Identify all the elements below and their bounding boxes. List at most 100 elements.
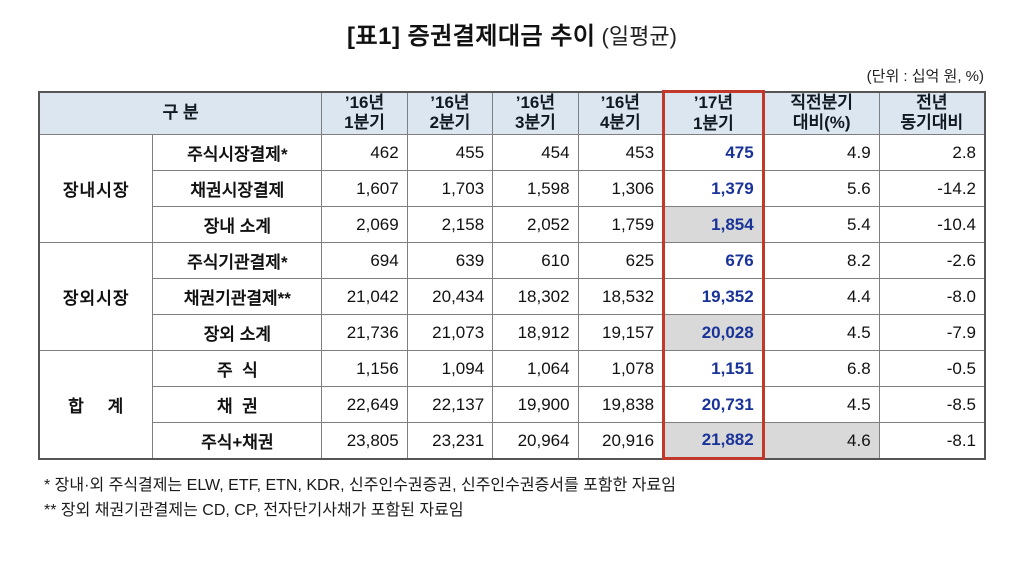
cell-value: 19,900 — [492, 386, 579, 424]
cell-value: 625 — [577, 242, 665, 280]
cell-current-value: 475 — [662, 134, 765, 172]
cell-value: 23,231 — [406, 422, 494, 460]
cell-current-value: 20,731 — [662, 386, 765, 424]
cell-value: 18,302 — [492, 278, 579, 316]
header-q3-16: ’16년 3분기 — [492, 90, 579, 136]
row-label: 채 권 — [152, 386, 323, 424]
table-row: 채 권 22,649 22,137 19,900 19,838 20,731 4… — [39, 386, 986, 424]
cell-current-value: 1,854 — [662, 206, 765, 244]
header-q1-17: ’17년 1분기 — [662, 89, 765, 136]
cell-value: 20,916 — [577, 422, 665, 460]
cell-value: 19,838 — [577, 386, 665, 424]
group-label-otc: 장외시장 — [38, 242, 154, 352]
cell-value: 18,912 — [492, 314, 579, 352]
table-row: 채권기관결제** 21,042 20,434 18,302 18,532 19,… — [39, 278, 986, 316]
cell-value: 21,736 — [321, 314, 408, 352]
row-label: 주식기관결제* — [152, 242, 323, 280]
table-row: 장내시장 주식시장결제* 462 455 454 453 475 4.9 2.8 — [38, 134, 986, 244]
cell-value: 2,158 — [406, 206, 494, 244]
cell-value: 1,094 — [406, 350, 494, 388]
cell-value: 19,157 — [577, 314, 665, 352]
table-row-grand-total: 주식+채권 23,805 23,231 20,964 20,916 21,882… — [39, 422, 986, 461]
cell-value: 694 — [321, 242, 408, 280]
cell-value: 1,598 — [492, 170, 579, 208]
group-label-onexchange: 장내시장 — [38, 134, 154, 244]
cell-value: 462 — [321, 134, 408, 172]
cell-value: 20,434 — [406, 278, 494, 316]
row-label: 채권기관결제** — [152, 278, 323, 316]
table-row: 장외시장 주식기관결제* 694 639 610 625 676 8.2 -2.… — [38, 242, 986, 352]
cell-qoq: 5.6 — [762, 170, 880, 208]
cell-value: 1,306 — [577, 170, 665, 208]
cell-qoq: 5.4 — [762, 206, 880, 244]
cell-value: 454 — [492, 134, 579, 172]
cell-qoq: 4.6 — [762, 422, 880, 460]
cell-yoy: -8.1 — [878, 422, 986, 460]
cell-value: 1,759 — [577, 206, 665, 244]
cell-value: 1,607 — [321, 170, 408, 208]
header-q2-16: ’16년 2분기 — [406, 90, 494, 136]
header-yoy: 전년 동기대비 — [878, 90, 986, 136]
cell-qoq: 4.5 — [762, 386, 880, 424]
cell-qoq: 4.9 — [762, 134, 880, 172]
table-row-subtotal: 장내 소계 2,069 2,158 2,052 1,759 1,854 5.4 … — [39, 206, 986, 244]
header-q1-16: ’16년 1분기 — [321, 90, 408, 136]
cell-yoy: -10.4 — [878, 206, 986, 244]
header-row: 구 분 ’16년 1분기 ’16년 2분기 ’16년 3분기 ’16년 4분기 … — [38, 89, 986, 136]
cell-yoy: -2.6 — [878, 242, 986, 280]
unit-note: (단위 : 십억 원, %) — [866, 68, 984, 85]
cell-value: 453 — [577, 134, 665, 172]
table-row: 채권시장결제 1,607 1,703 1,598 1,306 1,379 5.6… — [39, 170, 986, 208]
cell-current-value: 20,028 — [662, 314, 765, 352]
row-label: 채권시장결제 — [152, 170, 323, 208]
cell-value: 1,064 — [492, 350, 579, 388]
row-label: 장외 소계 — [152, 314, 323, 352]
cell-current-value: 1,151 — [662, 350, 765, 388]
table-row-subtotal: 장외 소계 21,736 21,073 18,912 19,157 20,028… — [39, 314, 986, 352]
page-title-suffix: (일평균) — [595, 24, 677, 49]
cell-value: 1,703 — [406, 170, 494, 208]
row-label: 주 식 — [152, 350, 323, 388]
cell-current-value: 19,352 — [662, 278, 765, 316]
cell-yoy: -7.9 — [878, 314, 986, 352]
cell-yoy: -8.0 — [878, 278, 986, 316]
header-q4-16: ’16년 4분기 — [577, 90, 665, 136]
cell-current-value: 1,379 — [662, 170, 765, 208]
cell-value: 610 — [492, 242, 579, 280]
cell-current-value: 21,882 — [662, 422, 765, 461]
page-title: [표1] 증권결제대금 추이 (일평균) — [38, 16, 986, 51]
cell-qoq: 8.2 — [762, 242, 880, 280]
cell-value: 455 — [406, 134, 494, 172]
cell-value: 639 — [406, 242, 494, 280]
footnote-2: ** 장외 채권기관결제는 CD, CP, 전자단기사채가 포함된 자료임 — [44, 502, 464, 520]
cell-yoy: -14.2 — [878, 170, 986, 208]
cell-qoq: 6.8 — [762, 350, 880, 388]
cell-value: 21,042 — [321, 278, 408, 316]
table-row: 합 계 주 식 1,156 1,094 1,064 1,078 1,151 6.… — [38, 350, 986, 460]
footnote-1: * 장내·외 주식결제는 ELW, ETF, ETN, KDR, 신주인수권증권… — [44, 477, 676, 495]
cell-value: 1,078 — [577, 350, 665, 388]
page: [표1] 증권결제대금 추이 (일평균) (단위 : 십억 원, %) 구 분 … — [38, 16, 986, 524]
footnotes: * 장내·외 주식결제는 ELW, ETF, ETN, KDR, 신주인수권증권… — [44, 474, 986, 524]
cell-value: 18,532 — [577, 278, 665, 316]
cell-value: 2,069 — [321, 206, 408, 244]
cell-current-value: 676 — [662, 242, 765, 280]
cell-value: 2,052 — [492, 206, 579, 244]
header-category: 구 분 — [38, 90, 323, 136]
settlement-table: 구 분 ’16년 1분기 ’16년 2분기 ’16년 3분기 ’16년 4분기 … — [38, 89, 986, 461]
group-label-total: 합 계 — [38, 350, 154, 460]
cell-yoy: 2.8 — [878, 134, 986, 172]
cell-value: 23,805 — [321, 422, 408, 460]
cell-value: 22,137 — [406, 386, 494, 424]
cell-value: 22,649 — [321, 386, 408, 424]
cell-qoq: 4.5 — [762, 314, 880, 352]
row-label: 주식+채권 — [152, 422, 323, 460]
page-title-main: [표1] 증권결제대금 추이 — [347, 23, 596, 50]
row-label: 장내 소계 — [152, 206, 323, 244]
cell-yoy: -0.5 — [878, 350, 986, 388]
header-qoq: 직전분기 대비(%) — [762, 90, 880, 136]
cell-value: 1,156 — [321, 350, 408, 388]
cell-yoy: -8.5 — [878, 386, 986, 424]
cell-qoq: 4.4 — [762, 278, 880, 316]
row-label: 주식시장결제* — [152, 134, 323, 172]
